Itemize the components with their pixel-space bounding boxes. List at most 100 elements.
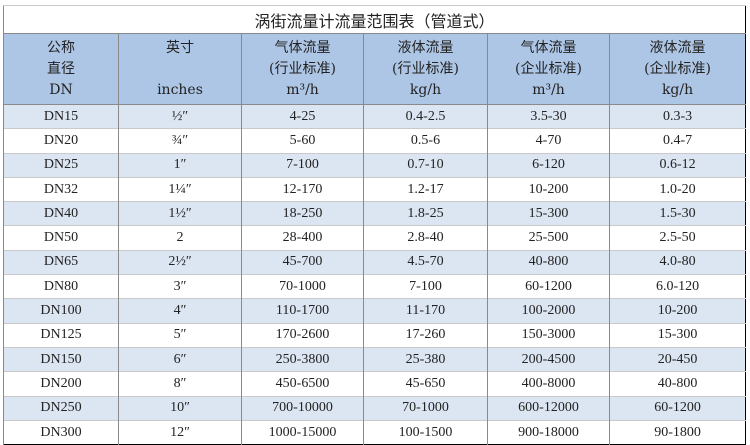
header-line: 公称 [47,39,75,56]
table-cell: 45-700 [241,249,364,275]
table-cell: DN300 [3,419,119,445]
table-cell: 5″ [118,322,242,348]
table-row: DN65 2½″ 45-700 4.5-70 40-800 4.0-80 [3,249,746,275]
table-cell: 1.2-17 [363,176,488,202]
header-line: (行业标准) [269,60,336,77]
header-line: DN [49,81,73,98]
header-line: (行业标准) [392,60,459,77]
table-cell: 250-3800 [241,346,364,372]
table-cell: 4.0-80 [608,249,746,275]
header-line: 气体流量 [274,39,331,56]
table-cell: 10-200 [487,176,610,202]
header-line: 直径 [47,60,75,77]
table-cell: 400-8000 [487,371,610,397]
header-line: inches [157,81,203,98]
table-cell: DN150 [3,346,119,372]
table-cell: 6″ [118,346,242,372]
table-cell: 12″ [118,419,242,445]
table-cell: 15-300 [487,201,610,226]
table-cell: 0.5-6 [363,128,488,154]
header-line: (企业标准) [644,60,711,77]
table-cell: DN25 [3,152,119,178]
header-line: kg/h [661,81,694,98]
column-header: 气体流量 (行业标准) m³/h [241,33,364,105]
table-cell: 2.8-40 [363,225,488,251]
table-cell: 450-6500 [241,371,364,397]
table-cell: 4-70 [487,128,610,154]
header-line: 气体流量 [520,39,577,56]
table-body: DN15 ½″ 4-25 0.4-2.5 3.5-30 0.3-3 DN20 ¾″ 5-60 0.… [3,103,746,445]
table-cell: 200-4500 [487,346,610,372]
header-line: m³/h [532,81,565,98]
table-cell: 1¼″ [118,176,242,202]
table-cell: 4-25 [241,103,364,129]
table-cell: DN40 [3,201,119,226]
column-header: 英寸 inches [118,33,242,105]
table-title: 涡街流量计流量范围表（管道式） [2,5,746,34]
table-row: DN20 ¾″ 5-60 0.5-6 4-70 0.4-7 [3,128,746,154]
table-cell: 2½″ [118,249,242,275]
table-cell: 11-170 [363,298,488,324]
table-cell: 0.4-7 [608,128,746,154]
table-cell: 3″ [118,274,242,299]
table-row: DN80 3″ 70-1000 7-100 60-1200 6.0-120 [3,274,746,299]
table-cell: DN125 [3,322,119,348]
table-cell: DN50 [3,225,119,251]
table-cell: 2.5-50 [608,225,746,251]
table-cell: 6-120 [487,152,610,178]
table-row: DN125 5″ 170-2600 17-260 150-3000 15-300 [3,322,746,348]
table-cell: 100-1500 [363,419,488,445]
table-cell: 25-380 [363,346,488,372]
table-cell: DN80 [3,274,119,299]
table-cell: 600-12000 [487,395,610,421]
table-cell: 10″ [118,395,242,421]
table-cell: 2 [118,225,242,251]
table-cell: ½″ [118,103,242,129]
table-cell: 20-450 [608,346,746,372]
table-cell: 0.7-10 [363,152,488,178]
table-cell: 700-10000 [241,395,364,421]
table-cell: DN15 [3,103,119,129]
table-cell: 18-250 [241,201,364,226]
table-cell: 7-100 [363,274,488,299]
table-cell: 1″ [118,152,242,178]
table-cell: 25-500 [487,225,610,251]
table-row: DN25 1″ 7-100 0.7-10 6-120 0.6-12 [3,152,746,178]
table-cell: 4″ [118,298,242,324]
header-line: kg/h [409,81,442,98]
table-cell: 1.0-20 [608,176,746,202]
header-line: 英寸 [166,39,194,56]
table-cell: 12-170 [241,176,364,202]
table-cell: 40-800 [487,249,610,275]
header-line: m³/h [286,81,319,98]
table-row: DN15 ½″ 4-25 0.4-2.5 3.5-30 0.3-3 [3,103,746,129]
table-cell: 0.3-3 [608,103,746,129]
column-header: 气体流量 (企业标准) m³/h [487,33,610,105]
flow-range-table: 涡街流量计流量范围表（管道式） 公称直径 DN 英寸 inches 气体流量 (行业标准… [2,5,747,445]
table-cell: DN250 [3,395,119,421]
table-row: DN300 12″ 1000-15000 100-1500 900-18000 90-18… [3,419,746,445]
table-cell: 900-18000 [487,419,610,445]
table-cell: DN100 [3,298,119,324]
table-cell: 60-1200 [487,274,610,299]
table-cell: 5-60 [241,128,364,154]
header-line: 液体流量 [649,39,706,56]
header-row: 公称直径 DN 英寸 inches 气体流量 (行业标准) m³/h 液体流量 (行业标准) k… [3,33,746,105]
header-line: (企业标准) [515,60,582,77]
table-cell: 1½″ [118,201,242,226]
table-cell: DN20 [3,128,119,154]
table-cell: 70-1000 [363,395,488,421]
header-line: 液体流量 [397,39,454,56]
column-header: 液体流量 (企业标准) kg/h [608,33,746,105]
table-cell: 70-1000 [241,274,364,299]
table-cell: 40-800 [608,371,746,397]
table-cell: 100-2000 [487,298,610,324]
table-cell: 90-1800 [608,419,746,445]
table-cell: ¾″ [118,128,242,154]
table-cell: 6.0-120 [608,274,746,299]
table-row: DN200 8″ 450-6500 45-650 400-8000 40-800 [3,371,746,397]
table-cell: 17-260 [363,322,488,348]
table-cell: 45-650 [363,371,488,397]
table-cell: 170-2600 [241,322,364,348]
table-cell: 1.8-25 [363,201,488,226]
